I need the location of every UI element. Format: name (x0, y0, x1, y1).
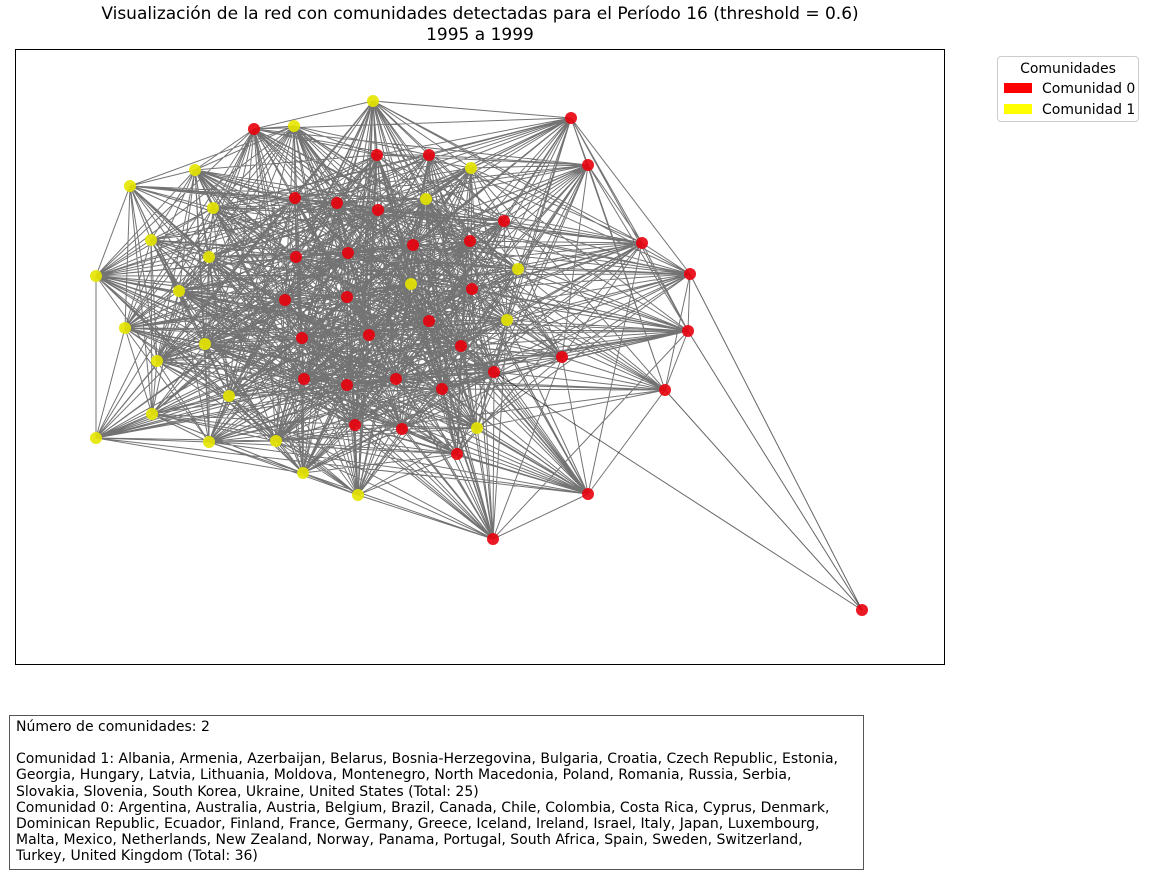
node-comunidad-0 (363, 329, 375, 341)
node-comunidad-1 (145, 234, 157, 246)
node-comunidad-1 (471, 422, 483, 434)
node-comunidad-1 (124, 180, 136, 192)
legend-label: Comunidad 1 (1042, 102, 1136, 118)
node-comunidad-1 (203, 436, 215, 448)
node-comunidad-0 (659, 384, 671, 396)
node-comunidad-1 (189, 164, 201, 176)
node-comunidad-1 (501, 314, 513, 326)
node-comunidad-1 (173, 285, 185, 297)
node-comunidad-0 (390, 373, 402, 385)
node-comunidad-0 (289, 192, 301, 204)
figure-title-line-1: Visualización de la red con comunidades … (101, 4, 859, 24)
legend-swatch-yellow (1004, 104, 1032, 114)
node-comunidad-0 (372, 204, 384, 216)
node-comunidad-1 (119, 322, 131, 334)
figure-title: Visualización de la red con comunidades … (15, 4, 945, 46)
node-comunidad-0 (488, 366, 500, 378)
node-comunidad-1 (512, 263, 524, 275)
node-comunidad-0 (298, 373, 310, 385)
node-comunidad-0 (682, 325, 694, 337)
node-comunidad-0 (341, 379, 353, 391)
node-comunidad-0 (423, 315, 435, 327)
graph-edges (95, 100, 863, 611)
node-comunidad-1 (223, 390, 235, 402)
node-comunidad-0 (582, 488, 594, 500)
network-graph (15, 49, 945, 665)
node-comunidad-0 (331, 197, 343, 209)
node-comunidad-0 (565, 112, 577, 124)
node-comunidad-0 (464, 235, 476, 247)
graph-edge (664, 389, 863, 611)
node-comunidad-0 (451, 448, 463, 460)
node-comunidad-0 (296, 332, 308, 344)
graph-edge (687, 330, 863, 611)
node-comunidad-0 (396, 423, 408, 435)
legend-item-comunidad-1: Comunidad 1 (1004, 101, 1135, 119)
node-comunidad-0 (436, 383, 448, 395)
node-comunidad-0 (248, 123, 260, 135)
node-comunidad-1 (352, 489, 364, 501)
node-comunidad-0 (349, 419, 361, 431)
community-1-members: Comunidad 1: Albania, Armenia, Azerbaija… (16, 751, 839, 800)
node-comunidad-0 (407, 239, 419, 251)
node-comunidad-0 (856, 604, 868, 616)
graph-nodes (90, 95, 868, 616)
node-comunidad-1 (405, 278, 417, 290)
node-comunidad-0 (487, 533, 499, 545)
node-comunidad-1 (367, 95, 379, 107)
node-comunidad-1 (151, 355, 163, 367)
community-count: Número de comunidades: 2 (16, 719, 210, 735)
node-comunidad-0 (279, 294, 291, 306)
node-comunidad-1 (203, 251, 215, 263)
node-comunidad-0 (290, 251, 302, 263)
node-comunidad-0 (455, 340, 467, 352)
node-comunidad-1 (270, 435, 282, 447)
node-comunidad-1 (288, 120, 300, 132)
node-comunidad-0 (556, 351, 568, 363)
node-comunidad-0 (466, 283, 478, 295)
node-comunidad-0 (341, 291, 353, 303)
node-comunidad-1 (207, 202, 219, 214)
legend-title: Comunidades (1020, 61, 1116, 77)
figure-title-line-2: 1995 a 1999 (426, 25, 534, 45)
node-comunidad-0 (423, 149, 435, 161)
node-comunidad-1 (465, 162, 477, 174)
node-comunidad-1 (90, 270, 102, 282)
legend-label: Comunidad 0 (1042, 81, 1136, 97)
node-comunidad-1 (420, 193, 432, 205)
legend-item-comunidad-0: Comunidad 0 (1004, 80, 1135, 98)
plot-frame (15, 49, 945, 665)
node-comunidad-1 (90, 432, 102, 444)
node-comunidad-0 (684, 268, 696, 280)
graph-edge (689, 273, 863, 611)
node-comunidad-1 (199, 338, 211, 350)
node-comunidad-1 (297, 467, 309, 479)
node-comunidad-0 (371, 149, 383, 161)
node-comunidad-0 (582, 159, 594, 171)
node-comunidad-1 (146, 408, 158, 420)
community-0-members: Comunidad 0: Argentina, Australia, Austr… (16, 799, 830, 865)
graph-edge (493, 371, 863, 611)
edge-bundle (95, 100, 691, 540)
legend: Comunidades Comunidad 0 Comunidad 1 (997, 56, 1139, 122)
communities-summary-box: Número de comunidades: 2 Comunidad 1: Al… (9, 715, 864, 870)
node-comunidad-0 (636, 237, 648, 249)
node-comunidad-0 (498, 215, 510, 227)
node-comunidad-0 (342, 247, 354, 259)
legend-swatch-red (1004, 83, 1032, 93)
